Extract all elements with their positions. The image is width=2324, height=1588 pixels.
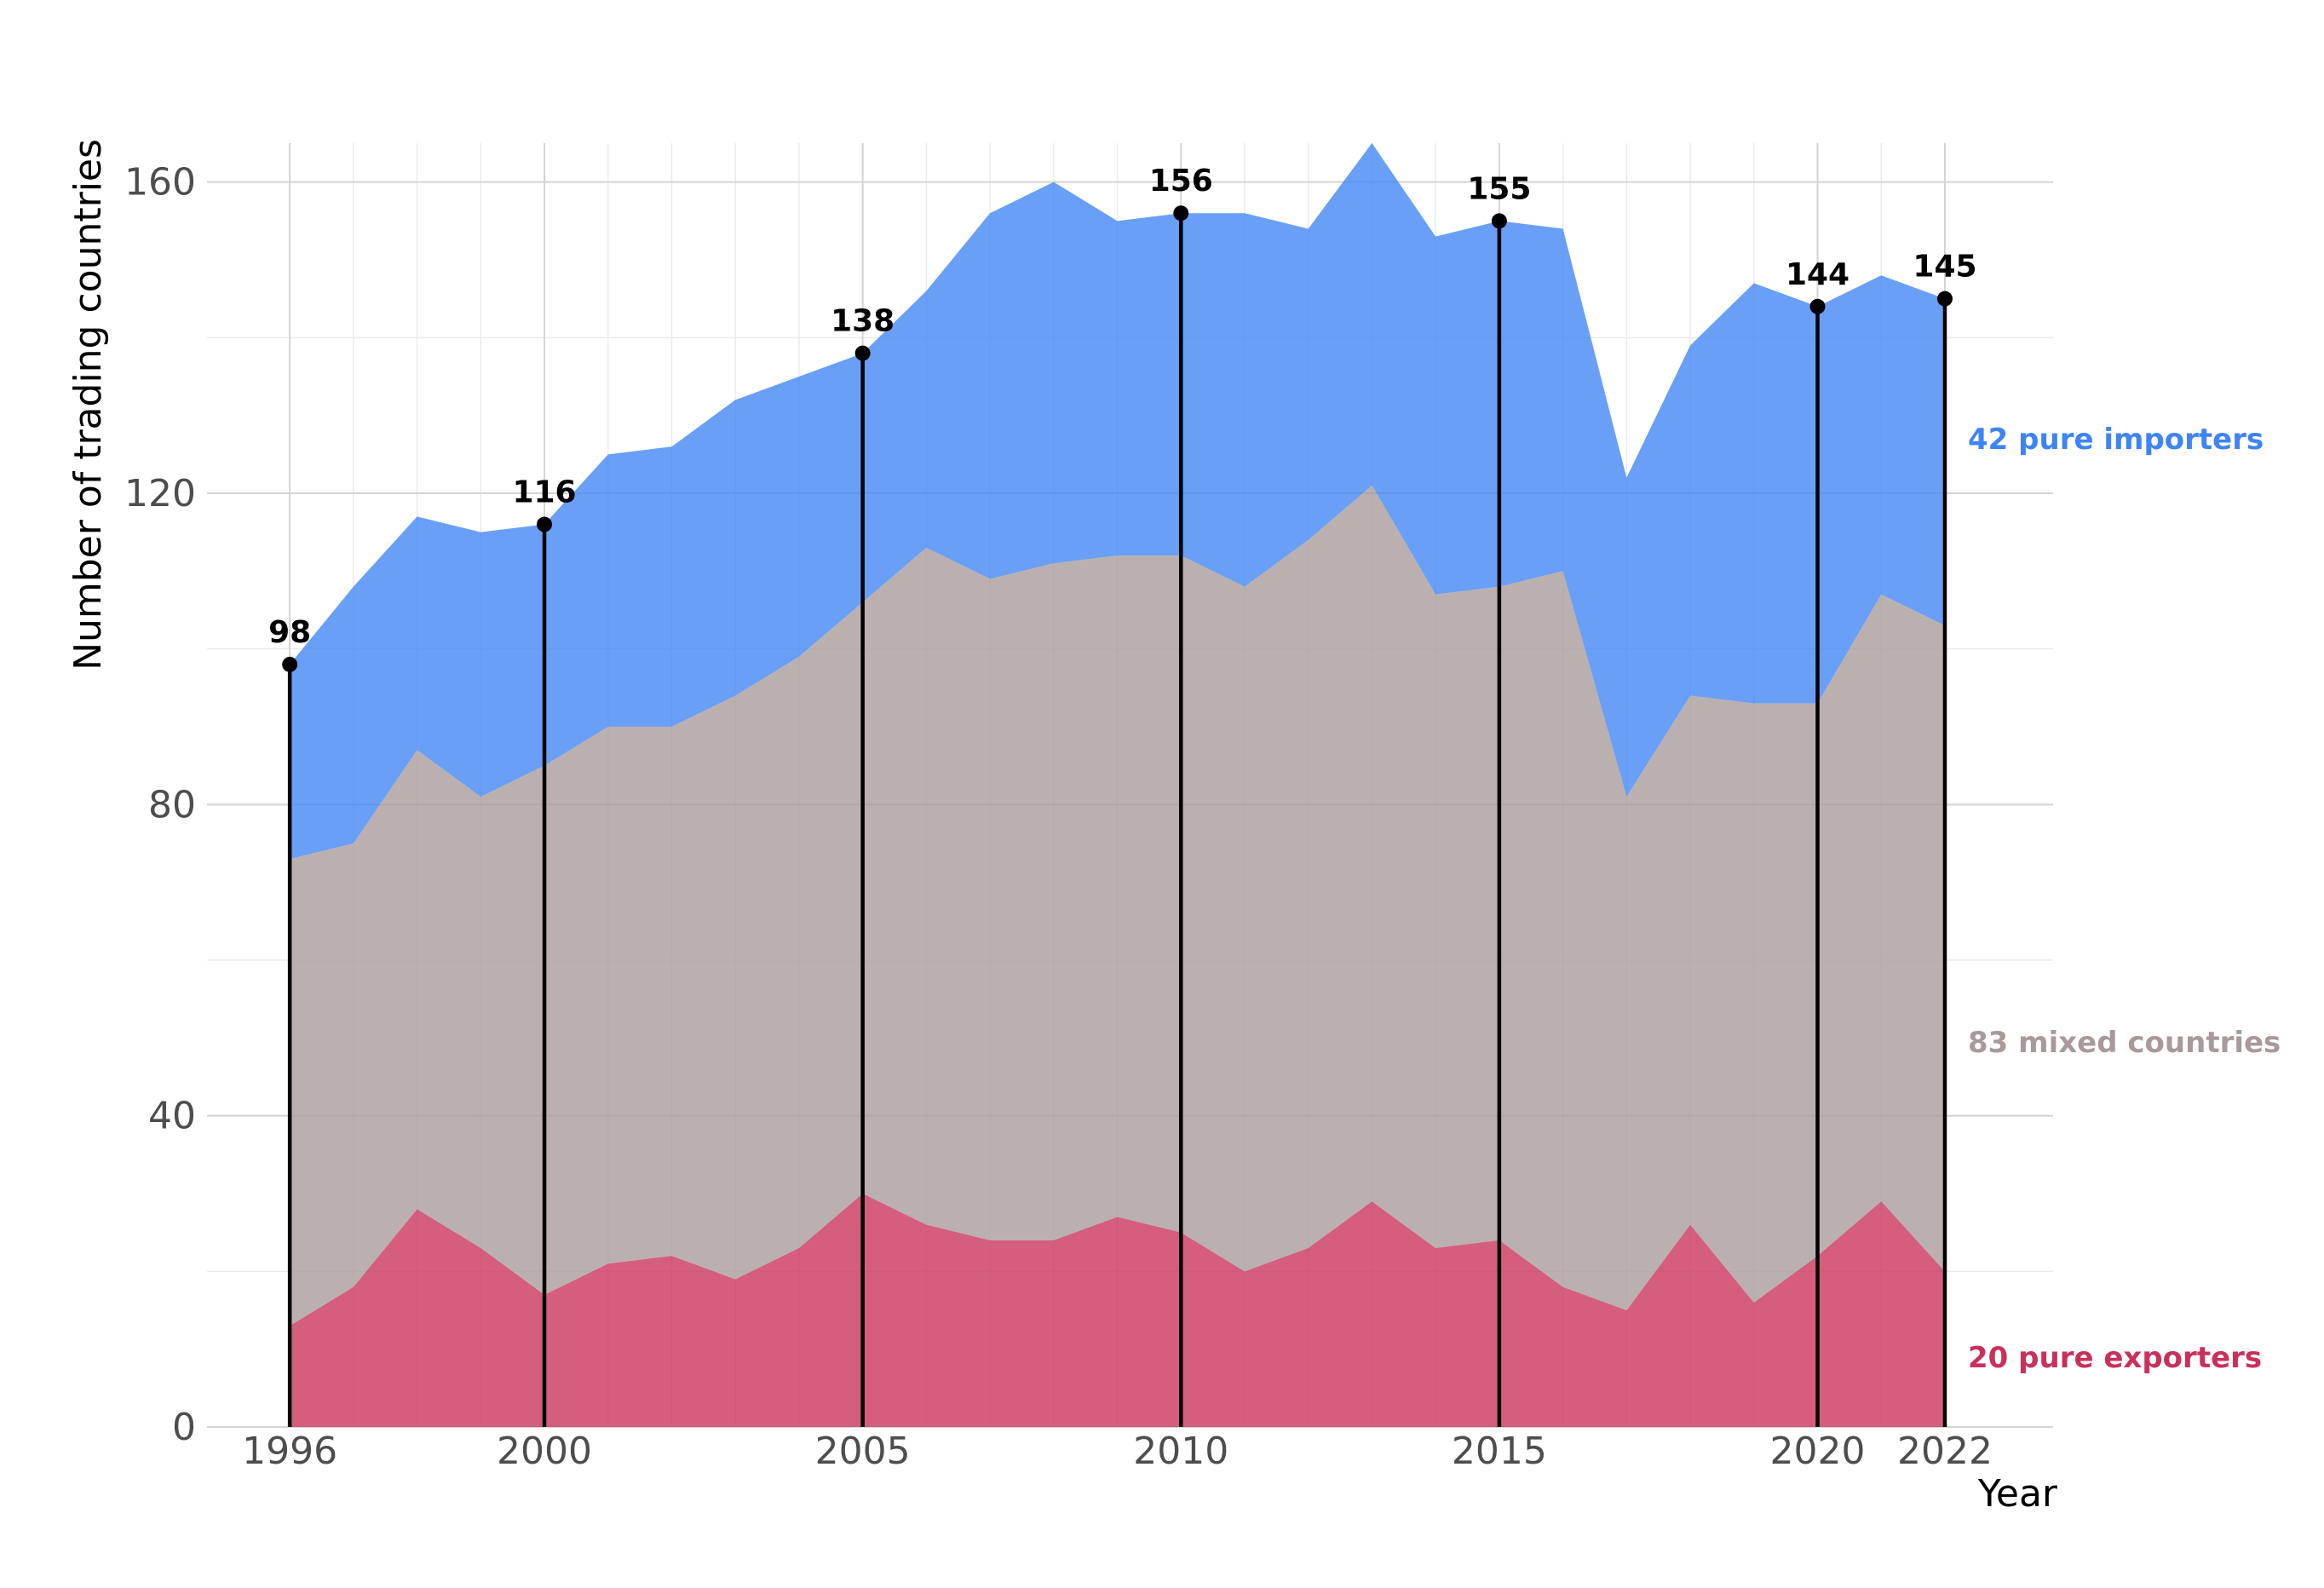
y-tick-label: 40 [148,1095,196,1138]
x-tick-label: 2022 [1897,1430,1993,1473]
x-axis-title: Year [1977,1472,2058,1516]
y-tick-label: 80 [148,783,196,826]
area-mixed [290,485,1945,1326]
point-label-2005: 138 [831,304,895,339]
highlight-point-2020 [1809,298,1826,314]
area-layer [290,143,1945,1427]
y-axis-title: Number of trading countries [66,139,110,670]
x-tick-label: 2020 [1770,1430,1866,1473]
area-end-label-exporters: 20 pure exporters [1968,1341,2262,1375]
y-tick-label: 160 [124,161,196,204]
x-tick-label: 2015 [1452,1430,1547,1473]
point-label-2000: 116 [512,475,576,510]
highlight-point-2005 [854,345,871,361]
lollipop-layer [282,205,1953,1427]
highlight-point-1996 [282,656,298,672]
point-label-1996: 98 [268,615,311,650]
point-label-2015: 155 [1467,171,1531,206]
y-tick-label: 120 [124,472,196,515]
y-tick-label: 0 [172,1406,196,1449]
axis-layer: Year Number of trading countries 0 40 80 12… [66,139,2058,1516]
x-tick-label: 2010 [1133,1430,1228,1473]
x-tick-label: 2000 [497,1430,592,1473]
area-end-label-mixed: 83 mixed countries [1968,1026,2281,1060]
highlight-point-2022 [1936,291,1953,307]
highlight-point-2010 [1173,205,1189,222]
point-label-2022: 145 [1913,250,1976,285]
x-tick-label: 2005 [815,1430,911,1473]
area-end-label-importers: 42 pure importers [1968,423,2264,457]
area-importers [290,143,1945,860]
highlight-point-2015 [1491,213,1507,229]
x-tick-label: 1996 [242,1430,337,1473]
point-label-2020: 144 [1786,257,1849,292]
point-label-2010: 156 [1149,164,1213,198]
area-exporters [290,1194,1945,1427]
highlight-point-2000 [537,516,553,532]
label-layer: 98 116 138 156 155 144 145 42 pure importers 83 … [268,164,2281,1375]
